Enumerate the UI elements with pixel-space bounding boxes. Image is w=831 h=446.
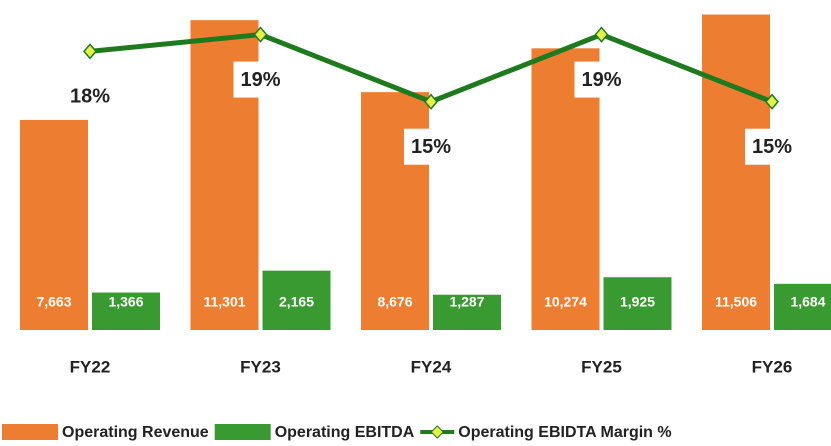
bar bbox=[603, 277, 672, 330]
data-label: 1,366 bbox=[108, 294, 143, 310]
marker bbox=[594, 26, 609, 43]
bar bbox=[774, 283, 831, 330]
legend-label: Operating Revenue bbox=[62, 424, 209, 441]
label-box bbox=[404, 128, 458, 165]
x-tick-label: FY24 bbox=[411, 357, 452, 376]
label-box bbox=[574, 61, 629, 98]
data-label: 7,663 bbox=[36, 294, 71, 310]
data-label: 1,287 bbox=[449, 294, 484, 310]
data-label: 15% bbox=[411, 136, 451, 158]
data-label: 1,684 bbox=[790, 294, 825, 310]
x-tick-label: FY26 bbox=[752, 357, 793, 376]
marker bbox=[765, 93, 779, 110]
label-box bbox=[745, 128, 799, 165]
legend-label: Operating EBITDA bbox=[275, 424, 415, 441]
data-label: 11,506 bbox=[715, 294, 757, 310]
data-label: 19% bbox=[240, 69, 280, 91]
bar bbox=[262, 270, 331, 330]
marker bbox=[253, 26, 268, 43]
data-label: 10,274 bbox=[544, 294, 587, 310]
bar bbox=[433, 294, 501, 330]
marker bbox=[424, 93, 438, 110]
data-label: 15% bbox=[752, 136, 792, 158]
label-box bbox=[63, 78, 117, 115]
bar bbox=[20, 119, 88, 330]
data-label: 2,165 bbox=[279, 294, 314, 310]
data-label: 19% bbox=[581, 69, 621, 91]
legend-swatch bbox=[2, 424, 58, 440]
data-label: 1,925 bbox=[620, 294, 655, 310]
legend-label: Operating EBIDTA Margin % bbox=[458, 424, 671, 441]
label-box bbox=[233, 61, 288, 98]
legend-swatch bbox=[214, 424, 271, 440]
data-label: 11,301 bbox=[203, 294, 245, 310]
data-label: 8,676 bbox=[377, 294, 412, 310]
legend-marker bbox=[430, 425, 444, 439]
x-tick-label: FY23 bbox=[240, 357, 281, 376]
x-tick-label: FY25 bbox=[581, 357, 622, 376]
x-tick-label: FY22 bbox=[70, 357, 111, 376]
bar bbox=[92, 292, 160, 330]
bar bbox=[702, 14, 770, 331]
data-label: 18% bbox=[70, 86, 110, 108]
marker bbox=[83, 43, 97, 60]
